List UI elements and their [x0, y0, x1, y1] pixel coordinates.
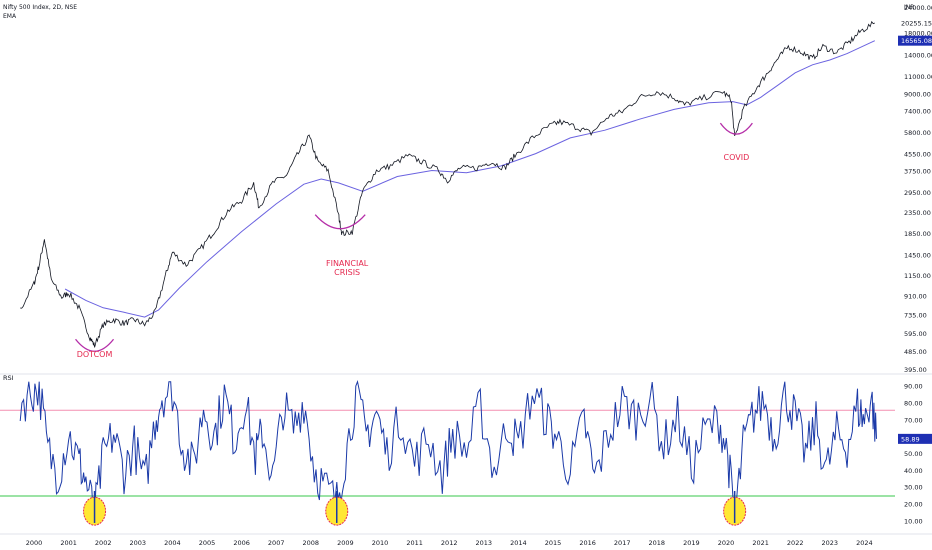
price-y-tick-label: 14000.00: [904, 52, 932, 60]
price-y-tick-label: 3750.00: [904, 168, 931, 176]
ema-line: [64, 40, 876, 318]
rsi-y-tick-label: 80.00: [904, 400, 923, 408]
rsi-y-tick-label: 40.00: [904, 467, 923, 475]
price-y-tick-label: 735.00: [904, 311, 927, 319]
currency-label: INR: [904, 4, 915, 11]
x-axis-tick-label: 2002: [95, 539, 112, 547]
covid-annotation-curve: [719, 122, 753, 135]
price-y-tick-label: 595.00: [904, 330, 927, 338]
financial-crisis-annotation-curve: [314, 214, 366, 230]
ema-indicator-label[interactable]: EMA: [3, 13, 17, 20]
price-y-tick-label: 7400.00: [904, 108, 931, 116]
ema-value-badge: 16565.08: [901, 37, 932, 45]
rsi-value-badge-bg: [898, 433, 932, 444]
x-axis-tick-label: 2012: [441, 539, 458, 547]
rsi-y-tick-label: 50.00: [904, 450, 923, 458]
price-y-tick-label: 24000.00: [904, 4, 932, 12]
rsi-y-tick-label: 70.00: [904, 416, 923, 424]
x-axis-tick-label: 2001: [60, 539, 77, 547]
dotcom-annotation-curve: [75, 338, 115, 352]
x-axis-tick-label: 2015: [545, 539, 562, 547]
rsi-y-tick-label: 10.00: [904, 517, 923, 525]
x-axis-tick-label: 2020: [718, 539, 735, 547]
x-axis-tick-label: 2014: [510, 539, 527, 547]
price-y-tick-label: 1850.00: [904, 230, 931, 238]
chart-title: Nifty 500 Index, 2D, NSE: [3, 4, 78, 11]
x-axis-tick-label: 2022: [787, 539, 804, 547]
x-axis-tick-label: 2009: [337, 539, 354, 547]
x-axis-tick-label: 2003: [130, 539, 147, 547]
x-axis-tick-label: 2018: [649, 539, 666, 547]
price-y-tick-label: 18000.00: [904, 29, 932, 37]
price-y-tick-label: 5800.00: [904, 129, 931, 137]
x-axis-tick-label: 2019: [683, 539, 700, 547]
x-axis-tick-label: 2023: [822, 539, 839, 547]
price-y-tick-label: 11000.00: [904, 73, 932, 81]
last-price-badge-bg: [898, 17, 932, 28]
x-axis-tick-label: 2013: [476, 539, 493, 547]
price-y-tick-label: 1150.00: [904, 272, 931, 280]
rsi-y-tick-label: 30.00: [904, 484, 923, 492]
x-axis-tick-label: 2007: [268, 539, 285, 547]
price-line: [20, 20, 875, 348]
financial-annotation-label: FINANCIAL: [326, 259, 369, 268]
x-axis-tick-label: 2004: [164, 539, 181, 547]
crisis-annotation-label: CRISIS: [334, 268, 360, 277]
rsi-value-badge: 58.89: [901, 435, 920, 443]
x-axis-tick-label: 2011: [406, 539, 423, 547]
rsi-pane-label: RSI: [3, 374, 14, 382]
price-y-tick-label: 2350.00: [904, 209, 931, 217]
x-axis-tick-label: 2021: [752, 539, 769, 547]
ema-value-badge-bg: [898, 35, 932, 46]
dotcom-annotation-label: DOTCOM: [77, 350, 113, 359]
x-axis-tick-label: 2016: [579, 539, 596, 547]
price-y-tick-label: 395.00: [904, 366, 927, 374]
x-axis-tick-label: 2000: [26, 539, 43, 547]
x-axis-tick-label: 2017: [614, 539, 631, 547]
rsi-y-tick-label: 90.00: [904, 383, 923, 391]
x-axis-tick-label: 2010: [372, 539, 389, 547]
last-price-badge: 20255.15: [901, 19, 932, 27]
price-y-tick-label: 1450.00: [904, 251, 931, 259]
price-y-tick-label: 4550.00: [904, 151, 931, 159]
rsi-line: [19, 379, 877, 522]
price-y-tick-label: 2950.00: [904, 189, 931, 197]
rsi-y-tick-label: 20.00: [904, 500, 923, 508]
x-axis-tick-label: 2024: [856, 539, 873, 547]
x-axis-tick-label: 2005: [199, 539, 216, 547]
x-axis-tick-label: 2006: [233, 539, 250, 547]
price-y-tick-label: 9000.00: [904, 90, 931, 98]
covid-annotation-label: COVID: [724, 153, 750, 162]
price-y-tick-label: 485.00: [904, 348, 927, 356]
x-axis-tick-label: 2008: [303, 539, 320, 547]
price-y-tick-label: 910.00: [904, 292, 927, 300]
